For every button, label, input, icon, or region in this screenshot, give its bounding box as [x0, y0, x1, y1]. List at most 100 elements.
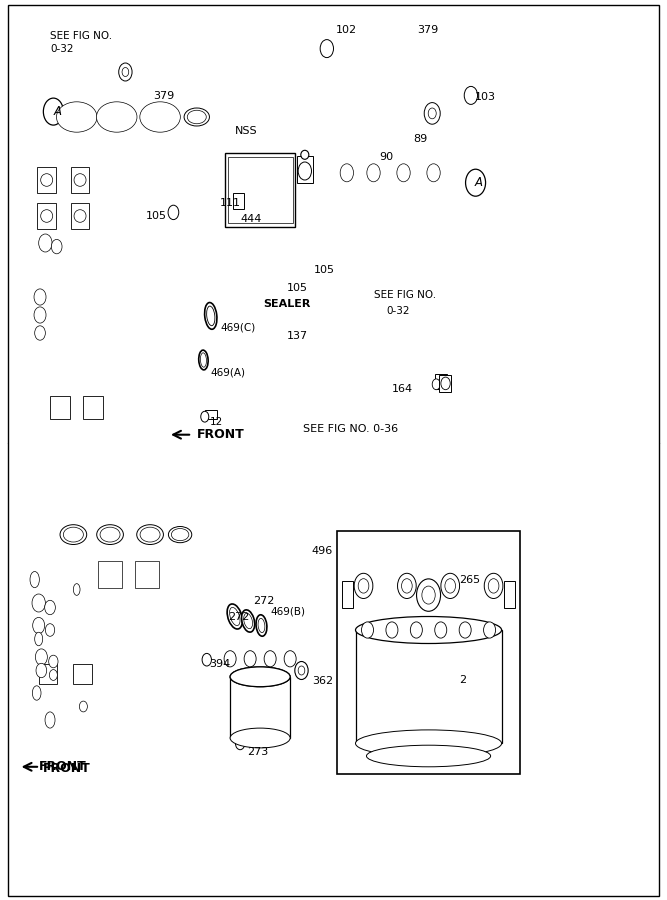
Circle shape [484, 622, 496, 638]
Text: 90: 90 [379, 152, 393, 163]
Ellipse shape [140, 102, 180, 132]
Circle shape [367, 164, 380, 182]
Circle shape [432, 379, 440, 390]
Ellipse shape [205, 302, 217, 329]
Text: 12: 12 [210, 417, 223, 428]
Circle shape [441, 377, 450, 390]
Bar [356, 630, 502, 743]
Ellipse shape [230, 728, 290, 748]
Circle shape [320, 40, 334, 58]
Text: 469(A): 469(A) [210, 367, 245, 378]
Text: 105: 105 [287, 283, 307, 293]
Bar [37, 203, 56, 229]
Text: 265: 265 [459, 574, 480, 585]
Bar [50, 396, 70, 418]
Text: 164: 164 [392, 383, 414, 394]
Text: 137: 137 [287, 330, 308, 341]
Circle shape [119, 63, 132, 81]
Ellipse shape [137, 525, 163, 544]
Circle shape [244, 651, 256, 667]
Circle shape [410, 622, 422, 638]
Ellipse shape [57, 102, 97, 132]
Text: 111: 111 [220, 197, 241, 208]
Text: 272: 272 [253, 596, 275, 607]
Bar [228, 157, 293, 223]
Polygon shape [103, 270, 213, 369]
Polygon shape [30, 90, 103, 342]
Ellipse shape [105, 109, 128, 125]
Circle shape [386, 622, 398, 638]
Text: 469(B): 469(B) [270, 607, 305, 617]
Bar [337, 531, 520, 774]
Text: 272: 272 [228, 612, 249, 623]
Bar [39, 664, 57, 684]
Bar [71, 167, 89, 193]
Polygon shape [99, 68, 119, 99]
Text: NSS: NSS [235, 125, 257, 136]
Circle shape [168, 205, 179, 220]
Polygon shape [93, 680, 197, 717]
Circle shape [417, 579, 441, 611]
Circle shape [49, 670, 57, 680]
Polygon shape [101, 356, 217, 378]
Polygon shape [103, 90, 213, 288]
Text: 273: 273 [247, 747, 268, 758]
Circle shape [441, 573, 460, 598]
Text: FRONT: FRONT [39, 760, 87, 773]
Circle shape [427, 164, 440, 182]
Polygon shape [220, 641, 293, 677]
Ellipse shape [258, 618, 265, 633]
Ellipse shape [74, 210, 86, 222]
Polygon shape [25, 513, 93, 742]
Ellipse shape [230, 667, 290, 687]
Ellipse shape [301, 150, 309, 159]
Bar [225, 153, 295, 227]
Bar [504, 580, 515, 608]
Ellipse shape [200, 353, 207, 367]
Polygon shape [440, 148, 467, 236]
Circle shape [484, 573, 503, 598]
Circle shape [398, 573, 416, 598]
Ellipse shape [33, 686, 41, 700]
Polygon shape [30, 90, 213, 144]
Circle shape [35, 326, 45, 340]
Circle shape [224, 651, 236, 667]
Ellipse shape [184, 108, 209, 126]
Text: SEE FIG NO.: SEE FIG NO. [374, 290, 436, 301]
Bar [135, 561, 159, 588]
Polygon shape [23, 356, 101, 432]
Ellipse shape [145, 106, 175, 128]
Ellipse shape [74, 174, 86, 186]
Circle shape [340, 164, 354, 182]
Circle shape [428, 108, 436, 119]
Circle shape [34, 289, 46, 305]
Polygon shape [20, 708, 92, 774]
Circle shape [235, 737, 245, 750]
Ellipse shape [30, 572, 39, 588]
Ellipse shape [241, 610, 255, 632]
Circle shape [464, 86, 478, 104]
Text: SEALER: SEALER [263, 299, 311, 310]
Text: 496: 496 [311, 545, 333, 556]
Circle shape [202, 653, 211, 666]
Circle shape [466, 169, 486, 196]
Circle shape [459, 622, 471, 638]
Circle shape [264, 651, 276, 667]
Text: 105: 105 [145, 211, 166, 221]
Text: FRONT: FRONT [43, 762, 91, 775]
Circle shape [35, 649, 47, 665]
Circle shape [402, 579, 412, 593]
Circle shape [36, 663, 47, 678]
Text: 0-32: 0-32 [50, 43, 73, 54]
Ellipse shape [356, 616, 502, 643]
Polygon shape [25, 513, 197, 562]
Ellipse shape [65, 109, 88, 125]
Ellipse shape [140, 527, 160, 542]
Ellipse shape [41, 174, 53, 186]
Text: 394: 394 [209, 659, 231, 670]
Text: A: A [475, 176, 483, 189]
Circle shape [358, 579, 369, 593]
Circle shape [43, 98, 63, 125]
Text: SEE FIG NO. 0-36: SEE FIG NO. 0-36 [303, 424, 399, 435]
Circle shape [49, 655, 58, 668]
